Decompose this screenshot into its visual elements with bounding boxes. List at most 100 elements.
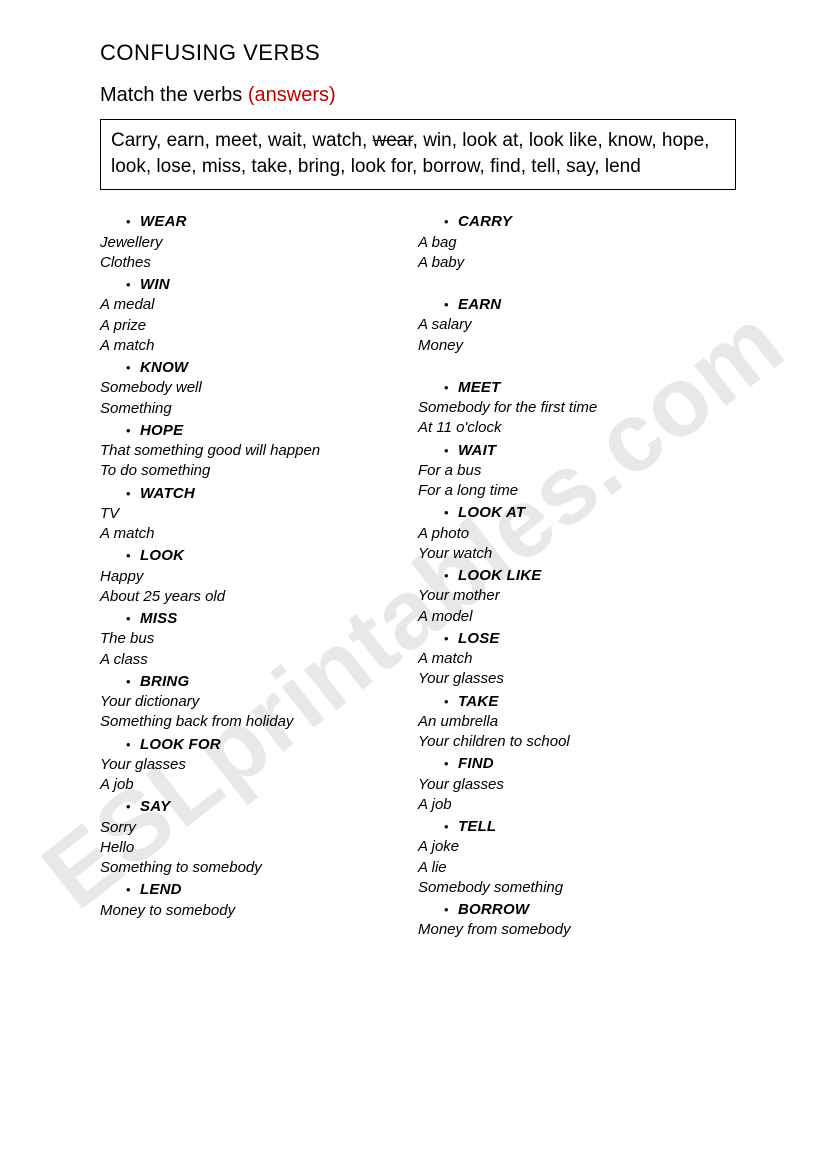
verb-label: LOOK FOR: [140, 735, 221, 755]
example-line: Sorry: [100, 818, 408, 838]
example-line: A prize: [100, 316, 408, 336]
example-line: A match: [418, 649, 726, 669]
verb-heading: •SAY: [100, 797, 408, 817]
verb-heading: •WEAR: [100, 212, 408, 232]
verb-group: •LENDMoney to somebody: [100, 880, 408, 921]
verb-label: MISS: [140, 609, 177, 629]
verb-heading: •LOOK LIKE: [418, 566, 726, 586]
example-line: A lie: [418, 858, 726, 878]
verb-heading: •LOOK: [100, 546, 408, 566]
verb-group: •BRINGYour dictionarySomething back from…: [100, 672, 408, 733]
bullet-icon: •: [126, 610, 140, 628]
verb-label: BORROW: [458, 900, 529, 920]
verb-group: •BORROWMoney from somebody: [418, 900, 726, 941]
example-line: That something good will happen: [100, 441, 408, 461]
verb-group: •WINA medalA prizeA match: [100, 275, 408, 356]
bullet-icon: •: [126, 213, 140, 231]
verb-label: LEND: [140, 880, 182, 900]
verb-box-strike: wear: [373, 130, 413, 151]
example-line: A model: [418, 607, 726, 627]
bullet-icon: •: [444, 755, 458, 773]
verb-label: BRING: [140, 672, 189, 692]
verb-group: •LOOK LIKEYour motherA model: [418, 566, 726, 627]
verb-heading: •CARRY: [418, 212, 726, 232]
example-line: A salary: [418, 315, 726, 335]
verb-heading: •BORROW: [418, 900, 726, 920]
example-line: For a bus: [418, 461, 726, 481]
verb-group: •MEETSomebody for the first timeAt 11 o'…: [418, 378, 726, 439]
example-line: A joke: [418, 837, 726, 857]
verb-label: EARN: [458, 295, 501, 315]
verb-list-box: Carry, earn, meet, wait, watch, wear, wi…: [100, 119, 736, 190]
verb-label: TELL: [458, 817, 496, 837]
verb-group: •SAYSorryHelloSomething to somebody: [100, 797, 408, 878]
bullet-icon: •: [126, 276, 140, 294]
example-line: The bus: [100, 629, 408, 649]
verb-label: FIND: [458, 754, 494, 774]
example-line: For a long time: [418, 481, 726, 501]
bullet-icon: •: [126, 359, 140, 377]
example-line: A class: [100, 650, 408, 670]
verb-box-text: Carry, earn, meet, wait, watch,: [111, 130, 373, 151]
verb-heading: •LOOK FOR: [100, 735, 408, 755]
verb-group: •WATCHTVA match: [100, 484, 408, 545]
verb-heading: •BRING: [100, 672, 408, 692]
example-line: A job: [100, 775, 408, 795]
verb-heading: •WATCH: [100, 484, 408, 504]
example-line: TV: [100, 504, 408, 524]
verb-label: TAKE: [458, 692, 499, 712]
example-line: Something back from holiday: [100, 712, 408, 732]
example-line: A bag: [418, 233, 726, 253]
bullet-icon: •: [126, 547, 140, 565]
example-line: To do something: [100, 461, 408, 481]
verb-group: •MISSThe busA class: [100, 609, 408, 670]
bullet-icon: •: [126, 881, 140, 899]
example-line: A match: [100, 524, 408, 544]
example-line: Money to somebody: [100, 901, 408, 921]
verb-label: WIN: [140, 275, 170, 295]
verb-group: •CARRYA bagA baby: [418, 212, 726, 273]
right-column: •CARRYA bagA baby •EARNA salaryMoney •MEET…: [418, 212, 736, 942]
verb-heading: •EARN: [418, 295, 726, 315]
bullet-icon: •: [126, 798, 140, 816]
bullet-icon: •: [444, 630, 458, 648]
verb-heading: •KNOW: [100, 358, 408, 378]
worksheet-page: CONFUSING VERBS Match the verbs (answers…: [0, 0, 826, 983]
bullet-icon: •: [444, 567, 458, 585]
example-line: A baby: [418, 253, 726, 273]
verb-group: •KNOWSomebody wellSomething: [100, 358, 408, 419]
example-line: A photo: [418, 524, 726, 544]
verb-group: •LOSEA matchYour glasses: [418, 629, 726, 690]
example-line: Your mother: [418, 586, 726, 606]
example-line: At 11 o'clock: [418, 418, 726, 438]
verb-heading: •WIN: [100, 275, 408, 295]
bullet-icon: •: [126, 673, 140, 691]
verb-group: •LOOK FORYour glassesA job: [100, 735, 408, 796]
verb-label: KNOW: [140, 358, 188, 378]
example-line: Somebody something: [418, 878, 726, 898]
example-line: Your glasses: [100, 755, 408, 775]
verb-group: •LOOKHappyAbout 25 years old: [100, 546, 408, 607]
example-line: Money from somebody: [418, 920, 726, 940]
column-gap: [418, 358, 726, 378]
verb-heading: •TAKE: [418, 692, 726, 712]
example-line: An umbrella: [418, 712, 726, 732]
verb-group: •EARNA salaryMoney: [418, 295, 726, 356]
bullet-icon: •: [444, 504, 458, 522]
verb-label: WATCH: [140, 484, 195, 504]
example-line: A medal: [100, 295, 408, 315]
bullet-icon: •: [126, 736, 140, 754]
verb-heading: •HOPE: [100, 421, 408, 441]
example-line: About 25 years old: [100, 587, 408, 607]
example-line: Your dictionary: [100, 692, 408, 712]
bullet-icon: •: [444, 213, 458, 231]
example-line: A match: [100, 336, 408, 356]
bullet-icon: •: [444, 693, 458, 711]
column-gap: [418, 275, 726, 295]
verb-heading: •LEND: [100, 880, 408, 900]
example-line: Something: [100, 399, 408, 419]
bullet-icon: •: [444, 379, 458, 397]
example-line: Somebody well: [100, 378, 408, 398]
verb-label: LOOK AT: [458, 503, 525, 523]
verb-label: WEAR: [140, 212, 187, 232]
